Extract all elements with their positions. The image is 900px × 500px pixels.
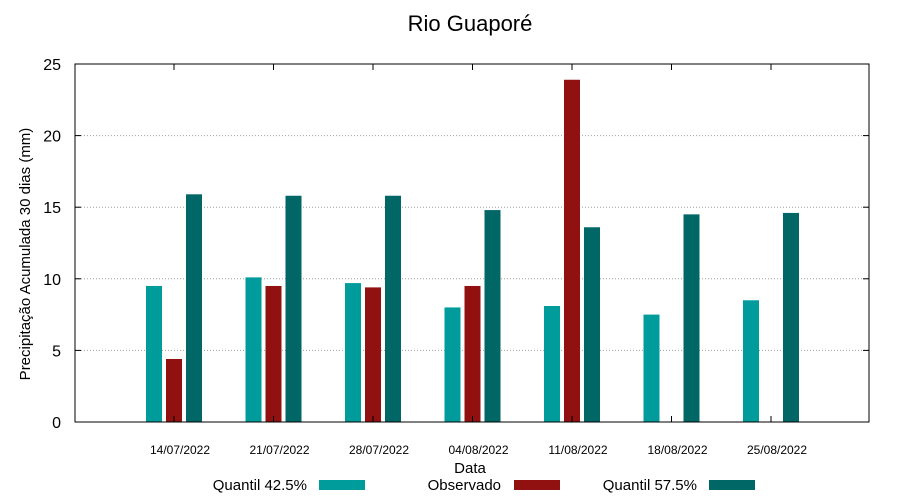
y-axis-ticks: 0 5 10 15 20 25 — [43, 57, 869, 432]
legend: Quantil 42.5% Observado Quantil 57.5% — [213, 477, 755, 494]
y-tick-label: 25 — [43, 57, 61, 74]
grid-lines — [75, 135, 869, 351]
bar-quantil-57 — [484, 210, 501, 422]
x-tick-label: 04/08/2022 — [448, 443, 508, 457]
legend-label: Quantil 57.5% — [603, 477, 697, 494]
bar-observado — [365, 287, 381, 422]
bar-quantil-42 — [345, 283, 361, 422]
bar-quantil-57 — [186, 194, 202, 422]
bar-quantil-42 — [245, 277, 262, 422]
y-axis-label: Precipitação Acumulada 30 dias (mm) — [17, 128, 34, 381]
x-tick-label: 18/08/2022 — [647, 443, 707, 457]
bar-quantil-42 — [146, 285, 162, 422]
x-tick-label: 28/07/2022 — [349, 443, 409, 457]
y-tick-label: 0 — [52, 415, 61, 432]
bar-quantil-57 — [683, 214, 700, 422]
bar-quantil-57 — [783, 212, 799, 422]
bar-observado — [166, 358, 182, 422]
legend-label: Quantil 42.5% — [213, 477, 307, 494]
legend-swatch — [514, 480, 560, 490]
y-tick-label: 5 — [52, 343, 61, 360]
x-tick-label: 21/07/2022 — [249, 443, 309, 457]
bar-quantil-42 — [643, 314, 660, 422]
bar-observado — [464, 285, 481, 422]
y-tick-label: 15 — [43, 200, 61, 217]
bar-quantil-57 — [385, 195, 401, 422]
x-tick-label: 25/08/2022 — [747, 443, 807, 457]
x-tick-label: 11/08/2022 — [548, 443, 607, 457]
bar-quantil-42 — [544, 306, 560, 422]
bar-quantil-57 — [285, 195, 302, 422]
legend-label: Observado — [428, 477, 501, 494]
bar-quantil-42 — [444, 307, 461, 422]
bars — [146, 79, 799, 422]
bar-quantil-57 — [584, 227, 600, 422]
y-tick-label: 20 — [43, 129, 61, 146]
bar-quantil-42 — [743, 300, 759, 422]
bar-observado — [265, 285, 282, 422]
legend-swatch — [319, 480, 365, 490]
y-tick-label: 10 — [43, 272, 61, 289]
legend-swatch — [709, 480, 755, 490]
x-tick-label: 14/07/2022 — [150, 443, 210, 457]
x-axis-label: Data — [454, 460, 486, 477]
chart-title: Rio Guaporé — [408, 11, 533, 36]
x-axis-ticks: 14/07/2022 21/07/2022 28/07/2022 04/08/2022… — [150, 64, 807, 457]
bar-observado — [564, 79, 580, 422]
